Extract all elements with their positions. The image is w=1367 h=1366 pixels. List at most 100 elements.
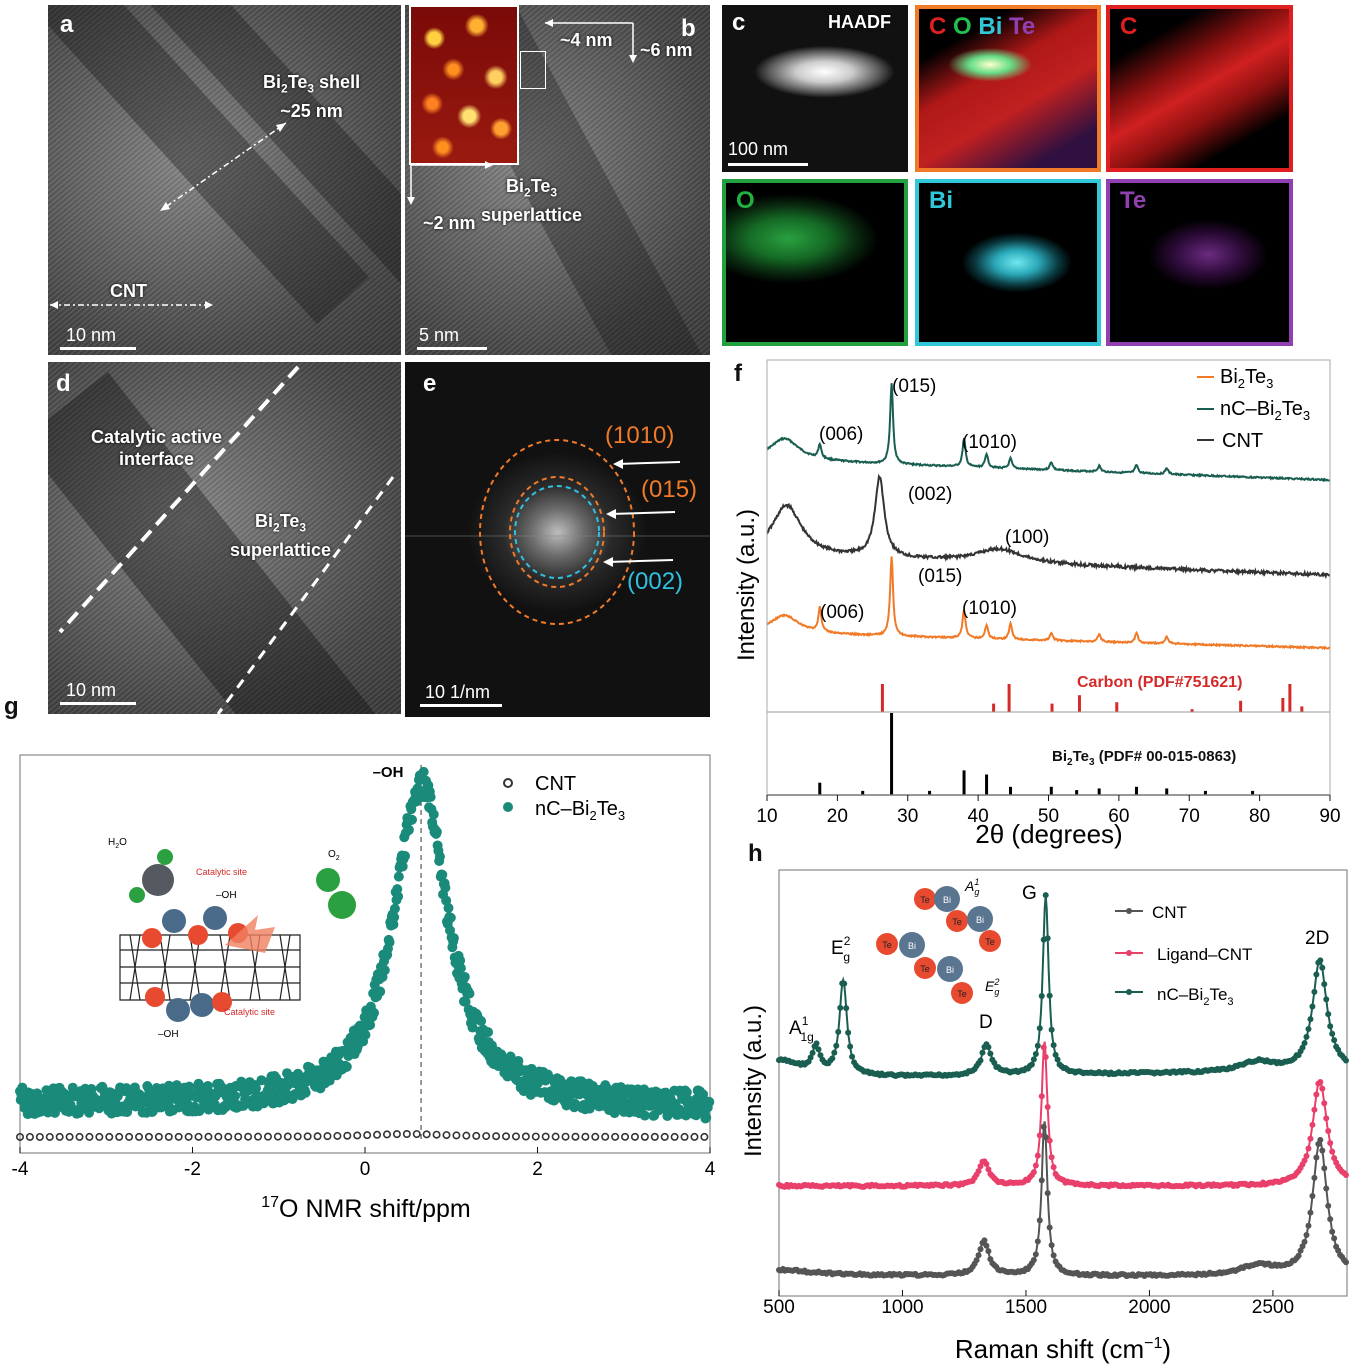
raman-data-point: [1317, 957, 1324, 964]
raman-data-point: [1034, 1238, 1041, 1245]
cnt-data-point: [323, 1132, 332, 1141]
x-tick-label: 40: [968, 806, 989, 827]
svg-text:Te: Te: [920, 964, 930, 974]
raman-data-point: [1046, 992, 1053, 999]
scale-bar: [417, 347, 487, 350]
cnt-data-point: [343, 1131, 352, 1140]
cnt-data-point: [621, 1132, 630, 1141]
cnt-data-point: [65, 1132, 74, 1141]
peak-annotation: (100): [1005, 527, 1049, 548]
raman-data-point: [1311, 1106, 1318, 1113]
raman-data-point: [1321, 1100, 1328, 1107]
nc-bi2te3-data-point: [445, 912, 456, 923]
raman-data-point: [1048, 1242, 1055, 1249]
cnt-data-point: [611, 1132, 620, 1141]
cnt-data-point: [105, 1132, 114, 1141]
cnt-data-point: [224, 1132, 233, 1141]
haadf-label: HAADF: [828, 12, 891, 32]
dimension-6nm: ~6 nm: [640, 40, 693, 60]
raman-data-point: [1319, 964, 1326, 971]
nc-bi2te3-data-point: [389, 912, 400, 923]
cnt-data-point: [55, 1132, 64, 1141]
x-axis-label: 17O NMR shift/ppm: [261, 1194, 471, 1223]
svg-text:Bi: Bi: [943, 895, 951, 905]
legend-item: nC–Bi2Te3: [1220, 398, 1310, 423]
legend-item: CNT: [535, 773, 576, 795]
peak-label-a1g: A1 1g: [789, 1014, 814, 1044]
raman-data-point: [1325, 1202, 1332, 1209]
cnt-data-point: [333, 1131, 342, 1140]
raman-data-point: [1305, 1145, 1312, 1152]
panel-b-tem-image: b ~4 nm ~6 nm ~2 nm Bi2Te3 superlattice 5…: [405, 5, 710, 355]
cnt-data-point: [154, 1132, 163, 1141]
nc-bi2te3-data-point: [202, 1081, 213, 1092]
cnt-data-point: [690, 1132, 699, 1141]
raman-data-point: [1321, 1165, 1328, 1172]
nc-bi2te3-data-point: [65, 1099, 76, 1110]
cnt-data-point: [45, 1132, 54, 1141]
x-axis-label: 2θ (degrees): [975, 819, 1122, 849]
svg-text:E2g: E2 g: [985, 977, 999, 997]
svg-text:Te: Te: [882, 940, 892, 950]
cnt-data-point: [531, 1132, 540, 1141]
raman-data-point: [1329, 1030, 1336, 1037]
raman-chart: 500 1000 1500 2000 2500 Intensity (a.u.) Ram…: [740, 869, 1350, 1364]
oh-label: –OH: [158, 1029, 179, 1040]
ring-label-1010: (1010): [605, 422, 675, 449]
raman-data-point: [1327, 1216, 1334, 1223]
nc-bi2te3-data-point: [701, 1112, 712, 1123]
raman-data-point: [1307, 1209, 1314, 1216]
superlattice-label: Bi2Te3 superlattice: [230, 511, 332, 560]
cnt-data-point: [125, 1132, 134, 1141]
raman-data-point: [1050, 1164, 1057, 1171]
peak-annotation: (006): [819, 424, 863, 445]
raman-data-point: [1042, 892, 1049, 899]
raman-data-point: [1343, 1057, 1350, 1064]
svg-text:Te: Te: [957, 989, 967, 999]
raman-data-point: [1028, 1061, 1035, 1068]
svg-text:Bi: Bi: [946, 965, 954, 975]
svg-text:A1g: A1 g: [964, 877, 979, 897]
panel-h-label: h: [748, 840, 763, 867]
nc-bi2te3-data-point: [379, 965, 390, 976]
nc-bi2te3-data-point: [467, 1022, 478, 1033]
raman-data-point: [1309, 1003, 1316, 1010]
peak-label-eg: E2 g: [831, 934, 851, 964]
nc-bi2te3-data-point: [368, 1007, 379, 1018]
nc-bi2te3-data-point: [425, 792, 436, 803]
raman-data-point: [1032, 1162, 1039, 1169]
nc-bi2te3-data-point: [483, 1027, 494, 1038]
nc-bi2te3-data-point: [388, 919, 399, 930]
legend: CNT Ligand–CNT nC–Bi2Te3: [1115, 903, 1252, 1008]
raman-data-point: [1307, 1135, 1314, 1142]
h2o-label: H2O: [108, 837, 127, 850]
peak-annotation: (002): [908, 484, 952, 505]
scale-text: 10 nm: [66, 680, 117, 700]
panel-g-label: g: [4, 693, 19, 720]
carbon-map: C: [1106, 5, 1293, 172]
nc-bi2te3-data-point: [681, 1087, 692, 1098]
oxygen-map: O: [722, 179, 908, 346]
raman-series-line: [778, 1041, 1348, 1189]
oh-label: –OH: [216, 890, 237, 901]
panel-d-label: d: [56, 370, 71, 397]
panel-f-label: f: [734, 360, 742, 387]
raman-data-point: [1032, 1251, 1039, 1258]
raman-data-point: [1343, 1172, 1350, 1179]
nc-bi2te3-data-point: [407, 814, 418, 825]
x-tick-label: 2: [532, 1159, 543, 1180]
raman-data-point: [1036, 1025, 1043, 1032]
map-label: Te: [1120, 187, 1147, 214]
x-tick-label: 50: [1038, 806, 1059, 827]
dimension-arrows: [407, 19, 637, 205]
nc-bi2te3-data-point: [418, 766, 429, 777]
x-tick-label: 2500: [1252, 1297, 1294, 1318]
x-tick-label: 30: [897, 806, 918, 827]
raman-data-point: [983, 1160, 990, 1167]
catalytic-schematic-inset: H2O O2 Catalytic site Catalytic site –OH…: [108, 837, 356, 1040]
raman-data-point: [847, 1043, 854, 1050]
cnt-data-point: [412, 1130, 421, 1139]
raman-data-point: [1050, 1042, 1057, 1049]
cnt-data-point: [135, 1132, 144, 1141]
cnt-data-point: [432, 1130, 441, 1139]
